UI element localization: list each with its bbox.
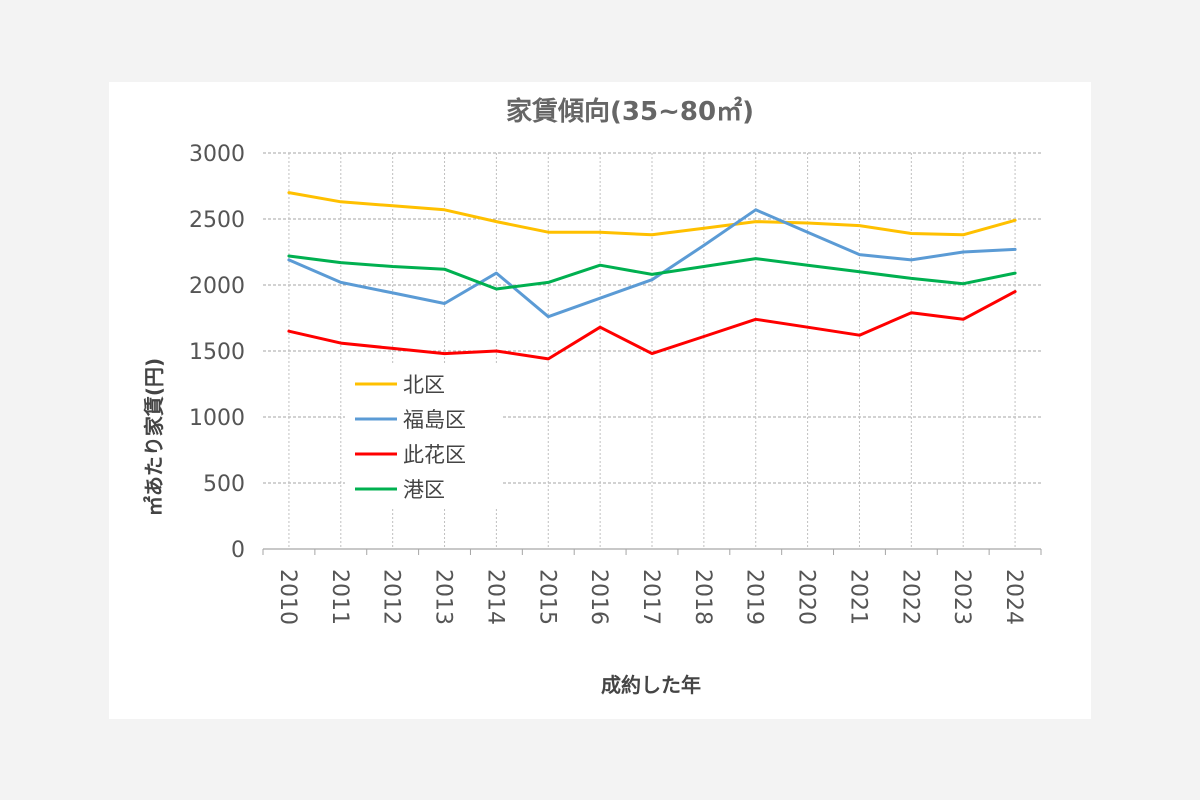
- x-tick-label: 2015: [534, 569, 559, 625]
- x-tick-label: 2019: [742, 569, 767, 625]
- legend-label: 福島区: [403, 408, 466, 432]
- series-lines: [287, 191, 1017, 361]
- y-tick-label: 2500: [189, 208, 245, 233]
- x-tick-label: 2011: [327, 569, 352, 625]
- x-tick-label: 2016: [586, 569, 611, 625]
- x-axis-label: 成約した年: [601, 673, 701, 697]
- legend-box: [345, 365, 503, 507]
- series-line: [287, 191, 1017, 237]
- x-tick-label: 2024: [1001, 569, 1026, 625]
- x-tick-label: 2010: [275, 569, 300, 625]
- x-tick-label: 2021: [845, 569, 870, 625]
- x-tick-label: 2022: [897, 569, 922, 625]
- x-tick-label: 2017: [638, 569, 663, 625]
- chart-card: 家賃傾向(35~80㎡) 0 500 1000 1500 2000 2500 3000 201…: [109, 82, 1091, 719]
- x-tick-label: 2013: [431, 569, 456, 625]
- x-tick-label: 2012: [379, 569, 404, 625]
- y-tick-label: 0: [231, 538, 245, 563]
- legend-label: 此花区: [403, 443, 466, 467]
- chart-title: 家賃傾向(35~80㎡): [506, 96, 754, 127]
- series-line: [287, 290, 1017, 361]
- y-tick-label: 500: [203, 472, 245, 497]
- series-line: [287, 208, 1017, 319]
- x-tick-label: 2014: [482, 569, 507, 625]
- legend-label: 北区: [403, 373, 445, 397]
- series-line: [287, 254, 1017, 291]
- axes: 0 500 1000 1500 2000 2500 3000 2010 2011 2012 2013…: [189, 142, 1042, 625]
- y-tick-label: 3000: [189, 142, 245, 167]
- line-chart: 家賃傾向(35~80㎡) 0 500 1000 1500 2000 2500 3000 201…: [142, 96, 1042, 697]
- x-tick-label: 2023: [949, 569, 974, 625]
- x-tick-label: 2020: [794, 569, 819, 625]
- y-tick-label: 1000: [189, 406, 245, 431]
- y-tick-label: 1500: [189, 340, 245, 365]
- y-tick-label: 2000: [189, 274, 245, 299]
- x-tick-label: 2018: [690, 569, 715, 625]
- y-axis-label: ㎡あたり家賃(円): [142, 358, 166, 516]
- legend-label: 港区: [403, 478, 445, 502]
